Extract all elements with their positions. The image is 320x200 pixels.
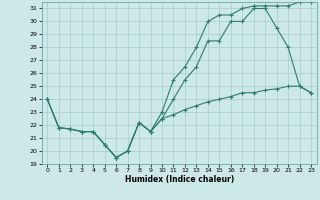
X-axis label: Humidex (Indice chaleur): Humidex (Indice chaleur) <box>124 175 234 184</box>
